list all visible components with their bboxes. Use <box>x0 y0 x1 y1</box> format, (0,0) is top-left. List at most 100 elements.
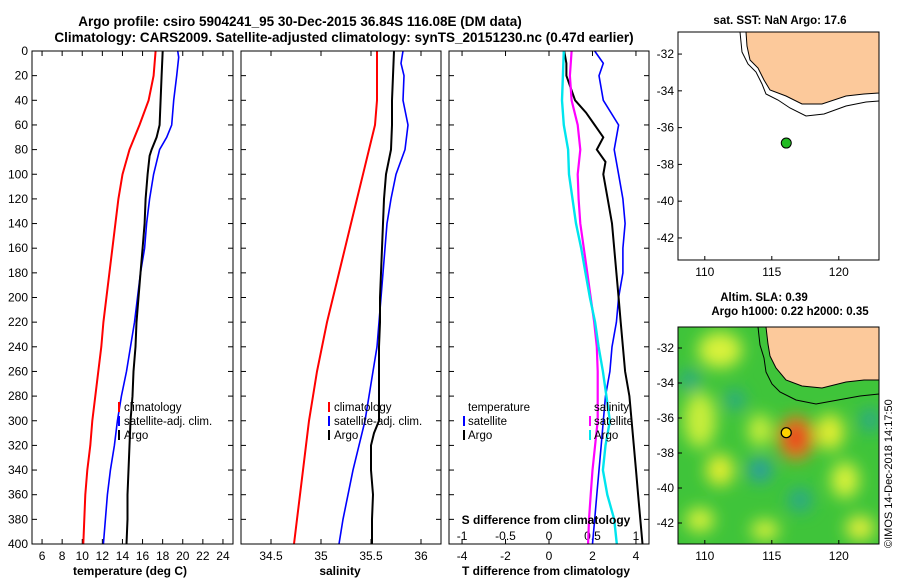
x-tick-label: 10 <box>76 549 90 563</box>
x-tick-label: 12 <box>96 549 110 563</box>
salinity-frame <box>240 50 442 545</box>
legend-t-satellite: satellite <box>468 416 507 428</box>
sst-map-isobath <box>739 32 879 117</box>
y-tick-label: 60 <box>15 118 29 132</box>
map-y-tick-label: -42 <box>657 516 675 530</box>
map-y-tick-label: -32 <box>657 47 675 61</box>
salinity-climatology-line <box>293 51 378 544</box>
temperature-xlabel: temperature (deg C) <box>73 564 187 578</box>
map-y-tick-label: -38 <box>657 446 675 460</box>
sla-blob <box>684 392 716 448</box>
salinity-panel: 34.5 35 35.5 36 salinity climatology satell… <box>240 50 442 578</box>
sst-map-panel: sat. SST: NaN Argo: 17.6 110 115 120 -32 -34… <box>657 15 880 279</box>
sla-blob <box>686 508 714 532</box>
x-tick-label: 35 <box>314 549 328 563</box>
sla-blob <box>751 520 779 540</box>
x-tick-label: 4 <box>633 549 640 563</box>
sla-blob <box>698 332 742 368</box>
y-tick-label: 180 <box>8 266 28 280</box>
sst-map-land <box>745 32 879 105</box>
y-tick-label: 360 <box>8 488 28 502</box>
sla-map-panel: Altim. SLA: 0.39 Argo h1000: 0.22 h2000:… <box>657 292 880 563</box>
difference-legend-right: salinity satellite Argo <box>589 402 633 442</box>
y-tick-label: 20 <box>15 69 29 83</box>
legend-argo: Argo <box>334 430 358 442</box>
map-y-tick-label: -40 <box>657 194 675 208</box>
title-line-1: Argo profile: csiro 5904241_95 30-Dec-20… <box>78 14 521 29</box>
t-diff-satellite-line <box>591 51 626 544</box>
sst-map-argo-marker <box>780 137 792 149</box>
imos-watermark: ©IMOS 14-Dec-2018 14:17:50 <box>883 399 895 548</box>
temperature-argo-line <box>125 51 164 544</box>
y-tick-label: 280 <box>8 389 28 403</box>
s-difference-label: S difference from climatology <box>462 513 631 527</box>
sla-map-land <box>765 327 879 389</box>
map-y-tick-label: -32 <box>657 341 675 355</box>
map-y-tick-label: -42 <box>657 231 675 245</box>
legend-s-satellite: satellite <box>594 416 633 428</box>
sla-blob <box>846 516 874 540</box>
difference-legend-left: temperature satellite Argo <box>463 402 530 442</box>
x-tick-label: -2 <box>500 549 511 563</box>
legend-s-argo: Argo <box>594 430 618 442</box>
map-x-tick-label: 120 <box>829 549 849 563</box>
temperature-satellite-line <box>102 51 180 544</box>
salinity-satellite-line <box>338 51 409 544</box>
difference-xlabel: T difference from climatology <box>462 564 630 578</box>
sla-blob <box>725 390 745 410</box>
legend-salinity: salinity <box>594 402 629 414</box>
legend-argo: Argo <box>124 430 148 442</box>
x-tick-label: 14 <box>116 549 130 563</box>
legend-satellite: satellite-adj. clim. <box>124 416 212 428</box>
x-tick-label: 0 <box>546 549 553 563</box>
sla-blob <box>748 458 772 482</box>
map-y-tick-label: -36 <box>657 411 675 425</box>
y-tick-label: 160 <box>8 241 28 255</box>
x-tick-label: 22 <box>196 549 210 563</box>
s-tick-label: 1 <box>633 529 640 543</box>
sst-map-title: sat. SST: NaN Argo: 17.6 <box>713 15 846 27</box>
y-tick-label: 140 <box>8 217 28 231</box>
x-tick-label: 20 <box>176 549 190 563</box>
y-tick-label: 340 <box>8 463 28 477</box>
x-tick-label: 35.5 <box>359 549 383 563</box>
legend-climatology: climatology <box>334 402 392 414</box>
map-y-tick-label: -38 <box>657 157 675 171</box>
sla-blob <box>816 414 844 450</box>
y-tick-label: 80 <box>15 143 29 157</box>
s-tick-label: -1 <box>457 529 468 543</box>
temperature-climatology-line <box>82 51 157 544</box>
x-tick-label: 6 <box>39 549 46 563</box>
map-y-tick-label: -36 <box>657 121 675 135</box>
sla-map-anomalies <box>680 332 879 540</box>
difference-frame <box>448 50 650 545</box>
sst-map-ticks: 110 115 120 -32 -34 -36 -38 -40 -42 <box>657 47 849 279</box>
sla-blob <box>831 462 859 498</box>
legend-satellite: satellite-adj. clim. <box>334 416 422 428</box>
x-tick-label: 8 <box>59 549 66 563</box>
map-x-tick-label: 115 <box>762 549 781 563</box>
x-tick-label: 24 <box>216 549 230 563</box>
temperature-panel: 6 8 10 12 14 16 18 20 22 240204060801001201401601… <box>8 44 234 578</box>
y-tick-label: 300 <box>8 414 28 428</box>
s-tick-label: -0.5 <box>495 529 516 543</box>
y-tick-label: 200 <box>8 291 28 305</box>
salinity-ticks: 34.5 35 35.5 36 <box>241 50 441 563</box>
salinity-argo-line <box>370 51 395 544</box>
sla-map-frame <box>677 326 880 545</box>
sst-map-frame <box>677 31 880 261</box>
salinity-legend: climatology satellite-adj. clim. Argo <box>328 402 422 442</box>
s-diff-argo-line <box>560 51 618 544</box>
sla-map-isobath <box>757 327 879 405</box>
x-tick-label: 36 <box>414 549 428 563</box>
t-diff-argo-line <box>563 51 644 544</box>
sla-map-title-2: Argo h1000: 0.22 h2000: 0.35 <box>711 306 869 318</box>
y-tick-label: 400 <box>8 537 28 551</box>
s-tick-label: 0 <box>546 529 553 543</box>
x-tick-label: -4 <box>457 549 468 563</box>
map-y-tick-label: -40 <box>657 481 675 495</box>
map-y-tick-label: -34 <box>657 84 675 98</box>
sla-blob <box>860 408 879 432</box>
salinity-xlabel: salinity <box>319 564 361 578</box>
